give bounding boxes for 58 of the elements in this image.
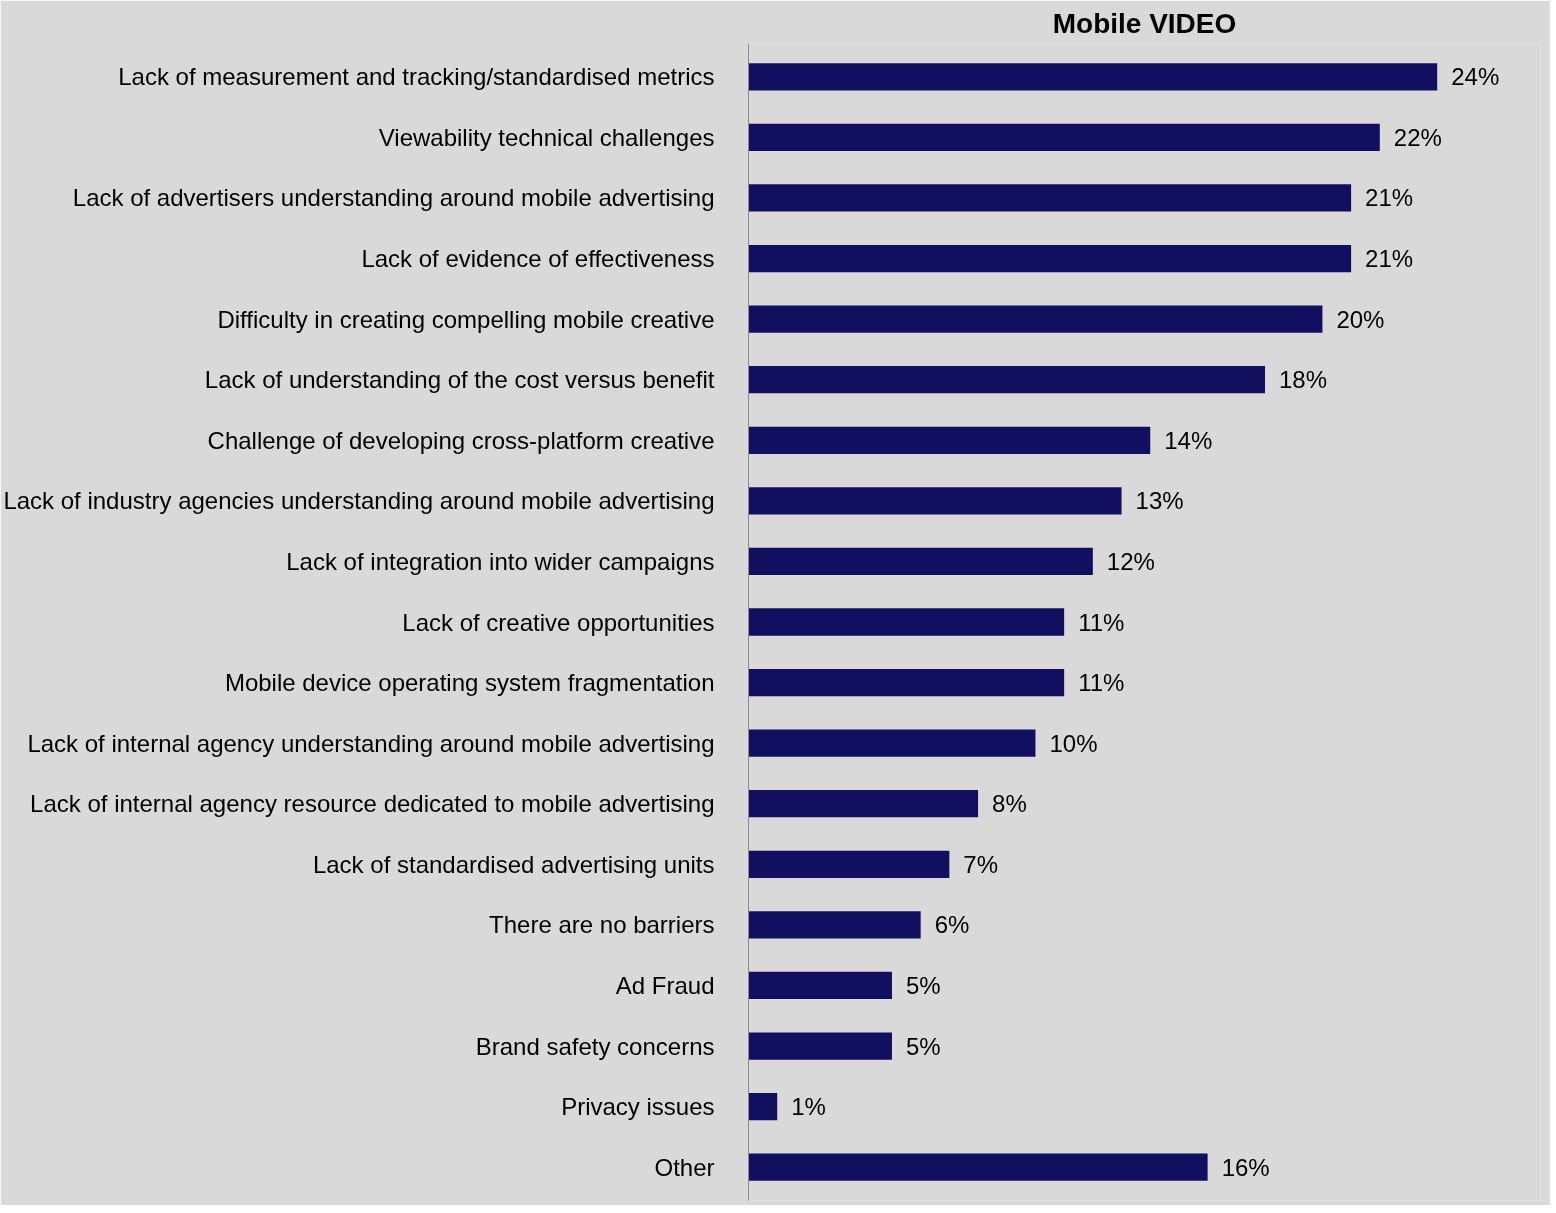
y-tick-label: Lack of creative opportunities bbox=[402, 608, 715, 636]
y-tick-label: Difficulty in creating compelling mobile creative bbox=[217, 305, 715, 333]
bar bbox=[748, 547, 1093, 576]
data-label: 16% bbox=[1221, 1153, 1270, 1181]
y-tick-label: Lack of measurement and tracking/standardised metrics bbox=[118, 63, 715, 91]
data-label: 10% bbox=[1049, 729, 1098, 757]
bar bbox=[748, 305, 1323, 333]
data-label: 21% bbox=[1365, 184, 1414, 212]
y-tick-label: Ad Fraud bbox=[615, 971, 715, 999]
bar bbox=[748, 63, 1438, 91]
bar bbox=[748, 1092, 778, 1121]
bar bbox=[748, 426, 1151, 454]
y-tick-label: Lack of integration into wider campaigns bbox=[286, 547, 715, 575]
data-label: 1% bbox=[791, 1093, 826, 1121]
y-tick-label: Lack of understanding of the cost versus benefit bbox=[204, 366, 715, 394]
bar bbox=[748, 790, 979, 818]
data-label: 18% bbox=[1279, 366, 1328, 394]
bar bbox=[748, 1032, 892, 1060]
bar bbox=[748, 366, 1266, 394]
data-label: 24% bbox=[1451, 63, 1500, 91]
y-tick-label: Lack of evidence of effectiveness bbox=[361, 245, 715, 273]
data-label: 22% bbox=[1393, 123, 1442, 151]
y-tick-label: Challenge of developing cross-platform creative bbox=[207, 426, 715, 454]
y-tick-label: Privacy issues bbox=[561, 1093, 715, 1121]
bar bbox=[748, 729, 1036, 757]
bar bbox=[748, 244, 1352, 273]
y-tick-label: There are no barriers bbox=[489, 911, 715, 939]
y-tick-label: Mobile device operating system fragmentation bbox=[224, 669, 715, 697]
y-tick-label: Lack of industry agencies understanding around mobile advertising bbox=[3, 487, 715, 515]
y-tick-label: Lack of internal agency understanding around mobile advertising bbox=[27, 729, 715, 757]
data-label: 7% bbox=[963, 850, 999, 878]
bar bbox=[748, 911, 921, 939]
data-label: 6% bbox=[934, 911, 970, 939]
y-tick-label: Lack of advertisers understanding around mobile advertising bbox=[72, 184, 715, 212]
bar bbox=[748, 1153, 1208, 1181]
chart-title: Mobile VIDEO bbox=[1052, 7, 1237, 39]
data-label: 13% bbox=[1135, 487, 1184, 515]
bar bbox=[748, 850, 950, 878]
y-tick-label: Lack of standardised advertising units bbox=[312, 850, 715, 878]
bar bbox=[748, 608, 1065, 636]
data-label: 14% bbox=[1164, 426, 1213, 454]
y-tick-label: Brand safety concerns bbox=[475, 1032, 715, 1060]
bar bbox=[748, 668, 1065, 697]
y-tick-label: Other bbox=[654, 1153, 715, 1181]
bar bbox=[748, 123, 1380, 152]
y-tick-label: Viewability technical challenges bbox=[378, 123, 715, 151]
data-label: 5% bbox=[905, 971, 941, 999]
data-label: 20% bbox=[1336, 305, 1385, 333]
data-label: 11% bbox=[1078, 608, 1125, 636]
data-label: 8% bbox=[992, 790, 1027, 818]
y-tick-label: Lack of internal agency resource dedicated to mobile advertising bbox=[30, 790, 715, 818]
data-label: 5% bbox=[905, 1032, 941, 1060]
data-label: 12% bbox=[1106, 547, 1155, 575]
bar bbox=[748, 184, 1352, 212]
bar bbox=[748, 487, 1122, 515]
bar bbox=[748, 971, 892, 1000]
data-label: 11% bbox=[1078, 669, 1125, 697]
data-label: 21% bbox=[1365, 245, 1414, 273]
